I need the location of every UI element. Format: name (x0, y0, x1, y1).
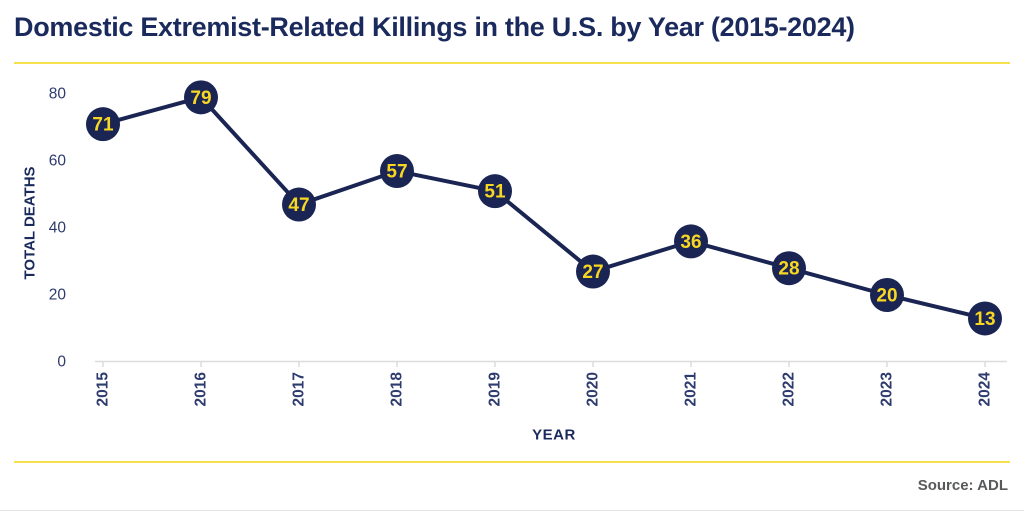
data-point-label: 36 (680, 232, 701, 253)
data-point (576, 254, 610, 289)
data-point (674, 224, 708, 259)
data-point-label: 27 (582, 262, 603, 283)
data-point (968, 301, 1002, 336)
x-tick-label: 2017 (291, 372, 308, 406)
chart-title: Domestic Extremist-Related Killings in t… (14, 12, 855, 42)
data-point-label: 79 (190, 88, 211, 109)
trend-line (101, 95, 987, 321)
title-divider (14, 62, 1010, 64)
data-point (870, 278, 904, 312)
data-point-label: 20 (876, 286, 897, 307)
x-tick-label: 2015 (95, 372, 112, 407)
data-point (380, 154, 414, 189)
data-point (184, 80, 218, 115)
x-tick-label: 2018 (389, 372, 406, 407)
data-point (86, 107, 120, 142)
source-credit: Source: ADL (917, 477, 1008, 494)
y-tick-label: 0 (57, 354, 66, 371)
y-tick-label: 20 (49, 287, 67, 304)
x-tick-label: 2019 (487, 372, 504, 407)
x-tick-label: 2022 (781, 372, 798, 406)
x-tick-label: 2024 (977, 372, 994, 407)
y-axis-title: TOTAL DEATHS (22, 166, 39, 279)
y-tick-label: 60 (49, 153, 67, 170)
x-axis-title: YEAR (532, 427, 576, 444)
data-point-label: 28 (778, 259, 799, 280)
line-chart: 2015 2016 2017 2018 2019 2020 2021 2022 2023 2024… (22, 80, 1007, 444)
data-point (282, 187, 316, 222)
data-point-label: 13 (974, 309, 995, 330)
y-tick-label: 80 (49, 86, 67, 103)
data-point-label: 47 (288, 195, 309, 216)
data-point-label: 51 (484, 182, 506, 203)
data-point-label: 71 (92, 115, 114, 136)
x-tick-label: 2021 (683, 372, 700, 407)
data-point-label: 57 (386, 162, 407, 183)
x-tick-label: 2020 (585, 372, 602, 406)
data-point (478, 174, 512, 209)
x-tick-label: 2016 (193, 372, 210, 407)
data-point (772, 251, 806, 286)
x-tick-label: 2023 (879, 372, 896, 407)
footer-divider (14, 461, 1010, 463)
y-tick-label: 40 (49, 220, 67, 237)
